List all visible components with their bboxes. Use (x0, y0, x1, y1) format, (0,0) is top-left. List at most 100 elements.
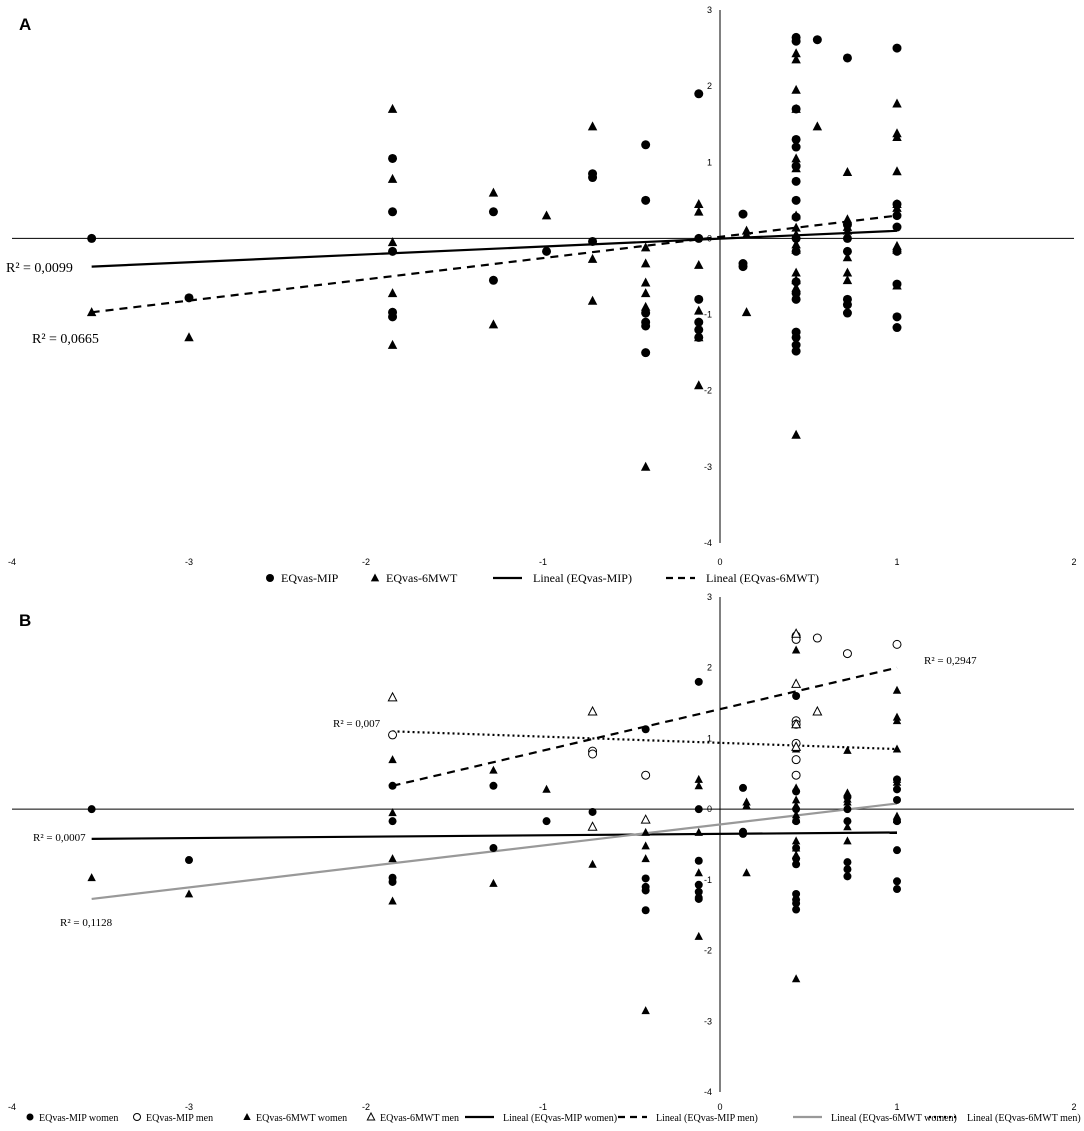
panel-a-data-point (86, 307, 97, 317)
panel-b-data-point (893, 785, 901, 794)
panel-a-data-point (791, 163, 801, 173)
panel-b-data-point (694, 677, 703, 686)
panel-b-data-point (588, 749, 598, 759)
panel-a-data-point (694, 259, 704, 269)
panel-b-x-tick-label: -1 (539, 1102, 547, 1112)
panel-b-data-point (812, 633, 822, 643)
panel-b-data-point (791, 795, 801, 804)
panel-a-data-point (791, 153, 801, 163)
panel-b-data-point (387, 691, 398, 702)
panel-b-data-point (791, 810, 801, 819)
panel-b-legend-label: EQvas-MIP women (39, 1113, 118, 1124)
panel-b-legend-label: EQvas-MIP men (146, 1113, 213, 1124)
panel-a-data-point (694, 89, 704, 99)
panel-b-data-point (791, 843, 801, 852)
panel-b-data-point (892, 716, 902, 725)
panel-b-legend-label: EQvas-6MWT men (380, 1113, 459, 1124)
panel-b-r2-label: R² = 0,2947 (924, 655, 977, 667)
panel-a-data-point (892, 244, 902, 254)
panel-a-data-point (541, 210, 552, 220)
panel-b-x-tick-label: -2 (362, 1102, 370, 1112)
panel-a-data-point (842, 233, 852, 243)
panel-b-data-point (388, 755, 397, 764)
panel-b-data-point (587, 821, 598, 831)
panel-b-x-tick-label: 1 (894, 1102, 899, 1112)
panel-b-trendline (392, 730, 898, 751)
panel-b-legend-symbol (133, 1113, 141, 1121)
panel-b-data-point (791, 755, 801, 765)
panel-b-points (87, 628, 902, 1015)
panel-a-data-point (387, 288, 398, 298)
panel-b-data-point (87, 805, 96, 814)
panel-b-data-point (489, 765, 498, 774)
panel-b-y-tick-label: -4 (704, 1087, 712, 1097)
panel-a-data-point (741, 229, 752, 239)
panel-a-x-tick-label: 2 (1071, 557, 1076, 567)
panel-a-data-point (641, 348, 651, 358)
panel-a-data-point (791, 239, 801, 249)
panel-a-data-point (588, 173, 598, 183)
panel-a-data-point (640, 288, 651, 298)
panel-a-trendlines (91, 214, 898, 314)
panel-b-legend-symbol (26, 1113, 34, 1121)
panel-b-data-point (791, 801, 801, 810)
panel-b-data-point (843, 872, 852, 881)
panel-b-data-point (742, 801, 751, 810)
panel-b-data-point (812, 705, 823, 716)
panel-a-data-point (791, 210, 801, 220)
panel-b-data-point (694, 781, 703, 790)
panel-b-data-point (892, 777, 902, 786)
panel-a-data-point (387, 173, 398, 183)
panel-a-data-point (741, 307, 752, 317)
panel-b-data-point (694, 827, 703, 836)
panel-a-data-point (587, 253, 598, 263)
panel-a-data-point (640, 277, 651, 287)
panel-a-data-point (387, 339, 398, 349)
panel-a-data-point (640, 242, 651, 252)
panel-a-data-point (738, 209, 748, 219)
panel-a-data-point (842, 225, 853, 235)
panel-a-trendline (91, 214, 898, 314)
panel-a-x-tick-label: -1 (539, 557, 547, 567)
panel-a-data-point (791, 54, 801, 64)
panel-b-data-point (791, 850, 801, 859)
panel-b-data-point (843, 817, 852, 826)
panel-b-data-point (184, 889, 194, 898)
panel-b-legend-label: Lineal (EQvas-MIP women) (503, 1113, 617, 1124)
panel-b-data-point (791, 815, 801, 824)
panel-b-data-point (641, 854, 650, 863)
panel-a-axes (12, 10, 1074, 543)
panel-b-data-point (792, 905, 801, 914)
panel-a-data-point (791, 275, 801, 285)
panel-b-data-point (843, 745, 852, 754)
panel-b-data-point (388, 808, 397, 817)
panel-a-data-point (892, 166, 902, 176)
panel-a-data-point (892, 280, 902, 290)
panel-a-x-tick-label: 0 (717, 557, 722, 567)
panel-a-data-point (791, 229, 801, 239)
panel-a-x-tick-label: -3 (185, 557, 193, 567)
panel-a-data-point (812, 121, 823, 131)
panel-a-data-point (694, 325, 704, 335)
panel-a-legend-label: EQvas-6MWT (386, 571, 458, 585)
panel-b-data-point (542, 784, 551, 793)
panel-a-data-point (184, 332, 194, 342)
panel-b-data-point (588, 859, 597, 868)
panel-b-data-point (87, 873, 96, 882)
panel-a-data-point (694, 233, 704, 243)
panel-a-data-point (640, 258, 651, 268)
panel-b-data-point (694, 889, 703, 898)
panel-a-y-tick-label: 3 (707, 5, 712, 15)
panel-b-legend-label: Lineal (EQvas-6MWT men) (967, 1113, 1081, 1124)
panel-b-data-point (739, 829, 748, 838)
panel-b-data-point (791, 783, 801, 792)
panel-b-data-point (792, 890, 801, 898)
panel-a-data-point (842, 300, 852, 310)
panel-a-data-point (694, 380, 704, 390)
panel-b-data-point (893, 846, 901, 855)
panel-b-data-point (694, 856, 703, 865)
panel-a-y-tick-label: -3 (704, 462, 712, 472)
panel-a-data-point (842, 308, 852, 318)
